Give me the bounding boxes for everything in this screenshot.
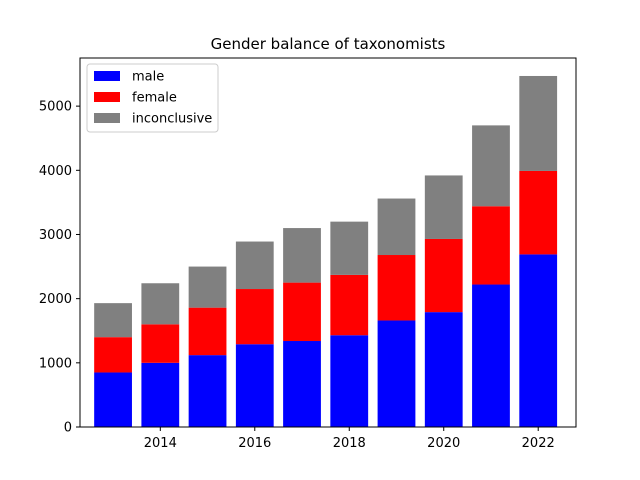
bar-male-2021 — [472, 284, 510, 427]
bar-inconclusive-2019 — [377, 198, 416, 256]
bar-male-2019 — [377, 320, 416, 427]
x-tick-label-2018: 2018 — [333, 436, 366, 451]
x-tick-label-2014: 2014 — [144, 436, 177, 451]
x-tick-label-2016: 2016 — [238, 436, 271, 451]
bar-male-2016 — [235, 344, 274, 427]
legend: male female inconclusive — [86, 63, 219, 133]
axes-group: 0 1000 2000 3000 4000 5000 2014 2016 2018 2020 202… — [39, 57, 577, 451]
legend-swatch-inconclusive — [94, 113, 120, 123]
bars-group — [94, 75, 558, 427]
bar-female-2018 — [330, 274, 369, 336]
bar-inconclusive-2015 — [188, 266, 227, 308]
bar-inconclusive-2020 — [424, 175, 463, 239]
bar-male-2013 — [94, 372, 132, 427]
bar-female-2019 — [377, 255, 416, 321]
bar-male-2014 — [141, 362, 180, 427]
legend-label-female: female — [132, 91, 177, 106]
bar-female-2017 — [283, 282, 321, 342]
chart-title: Gender balance of taxonomists — [211, 35, 446, 53]
plot-frame — [79, 57, 577, 428]
bar-inconclusive-2016 — [235, 241, 274, 290]
bar-female-2014 — [141, 324, 180, 363]
bar-female-2020 — [424, 238, 463, 313]
bar-inconclusive-2014 — [141, 283, 180, 325]
bar-inconclusive-2013 — [94, 303, 132, 338]
bar-female-2021 — [472, 206, 510, 285]
bar-male-2018 — [330, 335, 369, 427]
y-tick-label-5000: 5000 — [39, 100, 72, 115]
y-tick-label-1000: 1000 — [39, 356, 72, 371]
y-tick-label-2000: 2000 — [39, 292, 72, 307]
legend-swatch-male — [94, 71, 120, 81]
bar-male-2022 — [519, 254, 558, 427]
bar-inconclusive-2022 — [519, 75, 558, 171]
legend-label-inconclusive: inconclusive — [132, 112, 212, 127]
bar-inconclusive-2021 — [472, 125, 510, 207]
y-tick-label-3000: 3000 — [39, 228, 72, 243]
bar-female-2022 — [519, 170, 558, 255]
bar-male-2020 — [424, 312, 463, 427]
bar-male-2017 — [283, 341, 321, 427]
y-tick-label-0: 0 — [64, 421, 72, 436]
bar-male-2015 — [188, 355, 227, 427]
bar-female-2013 — [94, 337, 132, 373]
x-tick-label-2020: 2020 — [427, 436, 460, 451]
y-tick-label-4000: 4000 — [39, 164, 72, 179]
bar-inconclusive-2018 — [330, 221, 369, 275]
x-tick-label-2022: 2022 — [522, 436, 555, 451]
legend-label-male: male — [132, 70, 164, 85]
bar-female-2016 — [235, 289, 274, 345]
bar-inconclusive-2017 — [283, 228, 321, 283]
legend-swatch-female — [94, 92, 120, 102]
bar-female-2015 — [188, 307, 227, 356]
